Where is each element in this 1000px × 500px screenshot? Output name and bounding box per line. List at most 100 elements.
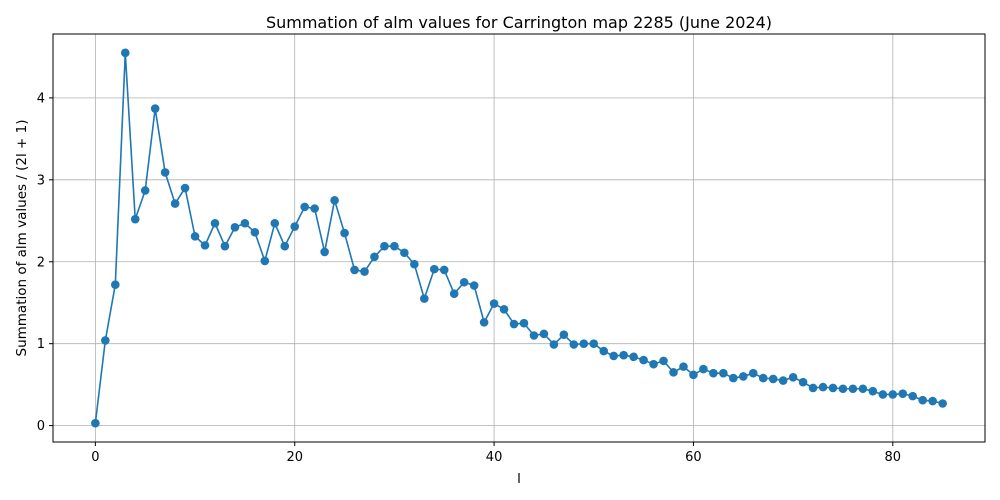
data-point <box>429 264 439 274</box>
data-point <box>888 390 898 399</box>
data-point <box>938 399 947 408</box>
data-point <box>410 259 419 269</box>
data-point <box>370 252 379 262</box>
data-point <box>91 418 100 428</box>
data-point <box>699 364 708 374</box>
data-point <box>669 368 678 377</box>
data-point <box>439 265 449 275</box>
data-point <box>778 376 788 385</box>
data-point <box>489 299 499 308</box>
data-point <box>818 382 828 392</box>
data-point <box>798 377 808 387</box>
data-point <box>619 350 628 360</box>
y-tick-label: 1 <box>37 337 45 352</box>
data-point <box>748 368 758 378</box>
data-point <box>280 241 290 251</box>
data-point <box>549 340 559 349</box>
y-axis-label: Summation of alm values / (2l + 1) <box>14 119 30 356</box>
data-point <box>788 372 798 382</box>
data-point <box>160 168 170 177</box>
x-tick-label: 0 <box>91 450 99 465</box>
y-tick-label: 0 <box>37 419 45 434</box>
data-point <box>449 289 459 299</box>
data-point <box>848 384 858 394</box>
data-point <box>270 218 280 228</box>
data-point <box>101 336 110 345</box>
y-tick-label: 2 <box>37 255 45 270</box>
data-point <box>539 329 549 339</box>
data-point <box>719 368 728 378</box>
data-point <box>469 281 479 290</box>
data-point <box>609 351 618 361</box>
data-point <box>499 304 509 314</box>
data-point <box>559 330 569 339</box>
data-point <box>290 222 300 231</box>
data-point <box>579 339 589 348</box>
data-point <box>679 362 688 371</box>
x-axis-label: l <box>517 471 521 487</box>
data-point <box>340 228 349 238</box>
data-point <box>380 241 389 251</box>
data-point <box>689 370 698 380</box>
y-tick-label: 4 <box>37 91 45 106</box>
data-point <box>420 294 429 303</box>
data-point <box>659 356 668 366</box>
data-point <box>868 386 878 396</box>
data-point <box>130 214 140 224</box>
data-point <box>330 196 339 205</box>
data-point <box>898 389 908 398</box>
data-point <box>878 390 888 399</box>
data-point <box>210 218 220 228</box>
data-point <box>629 352 638 362</box>
x-tick-label: 60 <box>685 450 702 465</box>
grid-lines <box>53 34 985 442</box>
chart-title: Summation of alm values for Carrington m… <box>266 13 772 32</box>
data-point <box>569 340 579 349</box>
data-point <box>519 318 529 328</box>
data-point <box>599 346 609 356</box>
data-point <box>220 241 230 251</box>
data-point <box>200 241 210 250</box>
data-point <box>649 359 658 369</box>
data-point <box>709 368 718 378</box>
data-point <box>400 248 409 258</box>
data-point <box>908 391 918 401</box>
data-point <box>170 199 180 208</box>
data-point <box>240 218 250 228</box>
data-point <box>459 277 469 287</box>
data-point <box>360 267 369 276</box>
data-point <box>639 355 648 365</box>
plot-frame <box>52 33 986 443</box>
data-point <box>190 232 200 241</box>
axis-ticks: 0 20 40 60 80 0 1 2 3 4 <box>37 91 901 465</box>
data-point <box>300 202 309 212</box>
data-point <box>120 48 130 58</box>
data-point <box>390 241 399 251</box>
data-point <box>529 331 539 340</box>
data-point <box>140 186 150 195</box>
series <box>91 48 947 428</box>
data-point <box>738 372 748 381</box>
data-point <box>150 104 160 113</box>
x-tick-label: 20 <box>286 450 303 465</box>
data-point <box>858 384 868 394</box>
data-point <box>479 318 489 327</box>
data-point <box>768 374 778 384</box>
data-point <box>180 183 190 193</box>
data-point <box>838 384 848 394</box>
data-point <box>509 319 519 329</box>
data-point <box>928 396 937 406</box>
data-point <box>250 227 260 237</box>
data-point <box>310 204 319 213</box>
x-tick-label: 80 <box>885 450 902 465</box>
y-tick-label: 3 <box>37 173 45 188</box>
data-point <box>350 265 359 275</box>
series-line <box>94 52 943 424</box>
data-point <box>260 256 270 266</box>
data-point <box>918 395 928 405</box>
data-point <box>828 383 838 393</box>
data-point <box>758 373 768 383</box>
data-point <box>729 373 738 383</box>
x-tick-label: 40 <box>486 450 503 465</box>
